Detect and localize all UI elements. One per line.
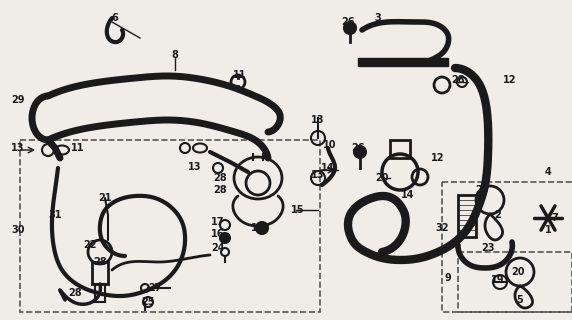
Bar: [442, 182, 572, 312]
Text: 12: 12: [503, 75, 517, 85]
Text: 1: 1: [545, 225, 551, 235]
Text: 13: 13: [311, 170, 325, 180]
Text: 14: 14: [401, 190, 415, 200]
Text: 26: 26: [341, 17, 355, 27]
Text: 29: 29: [11, 95, 25, 105]
Text: 28: 28: [451, 75, 465, 85]
Bar: [458, 195, 476, 237]
Circle shape: [256, 222, 268, 234]
Text: 28: 28: [68, 288, 82, 298]
Text: 28: 28: [213, 173, 227, 183]
Text: 12: 12: [431, 153, 445, 163]
Text: 10: 10: [323, 140, 337, 150]
Text: 6: 6: [112, 13, 118, 23]
Text: 31: 31: [48, 210, 62, 220]
Bar: [20, 140, 320, 312]
Text: 11: 11: [233, 70, 247, 80]
Text: 30: 30: [11, 225, 25, 235]
Text: 24: 24: [211, 243, 225, 253]
Text: 16: 16: [211, 229, 225, 239]
Circle shape: [344, 22, 356, 34]
Text: 21: 21: [98, 193, 112, 203]
Circle shape: [220, 233, 230, 243]
Text: 20: 20: [511, 267, 525, 277]
Bar: [458, 252, 572, 312]
Text: 20: 20: [375, 173, 389, 183]
Text: 17: 17: [211, 217, 225, 227]
Text: 13: 13: [188, 162, 202, 172]
Text: 28: 28: [93, 257, 107, 267]
Text: 26: 26: [351, 143, 365, 153]
Text: 4: 4: [545, 167, 551, 177]
Text: 22: 22: [84, 240, 97, 250]
Text: 14: 14: [321, 163, 335, 173]
Text: 18: 18: [251, 223, 265, 233]
Text: 19: 19: [491, 275, 505, 285]
Text: 15: 15: [291, 205, 305, 215]
Text: 2: 2: [495, 210, 502, 220]
Text: 28: 28: [213, 185, 227, 195]
Text: 5: 5: [517, 295, 523, 305]
Text: 7: 7: [551, 213, 558, 223]
Bar: [92, 262, 108, 284]
Text: 11: 11: [72, 143, 85, 153]
Text: 13: 13: [311, 115, 325, 125]
Bar: [390, 140, 410, 158]
Text: 9: 9: [444, 273, 451, 283]
Text: 8: 8: [172, 50, 178, 60]
Text: 23: 23: [481, 243, 495, 253]
Bar: [95, 284, 105, 302]
Text: 13: 13: [11, 143, 25, 153]
Text: 3: 3: [375, 13, 382, 23]
Bar: [358, 58, 448, 66]
Text: 27: 27: [148, 283, 162, 293]
Bar: [358, 58, 448, 66]
Text: 20: 20: [475, 185, 488, 195]
Text: 25: 25: [141, 297, 155, 307]
Text: 32: 32: [435, 223, 449, 233]
Circle shape: [354, 146, 366, 158]
